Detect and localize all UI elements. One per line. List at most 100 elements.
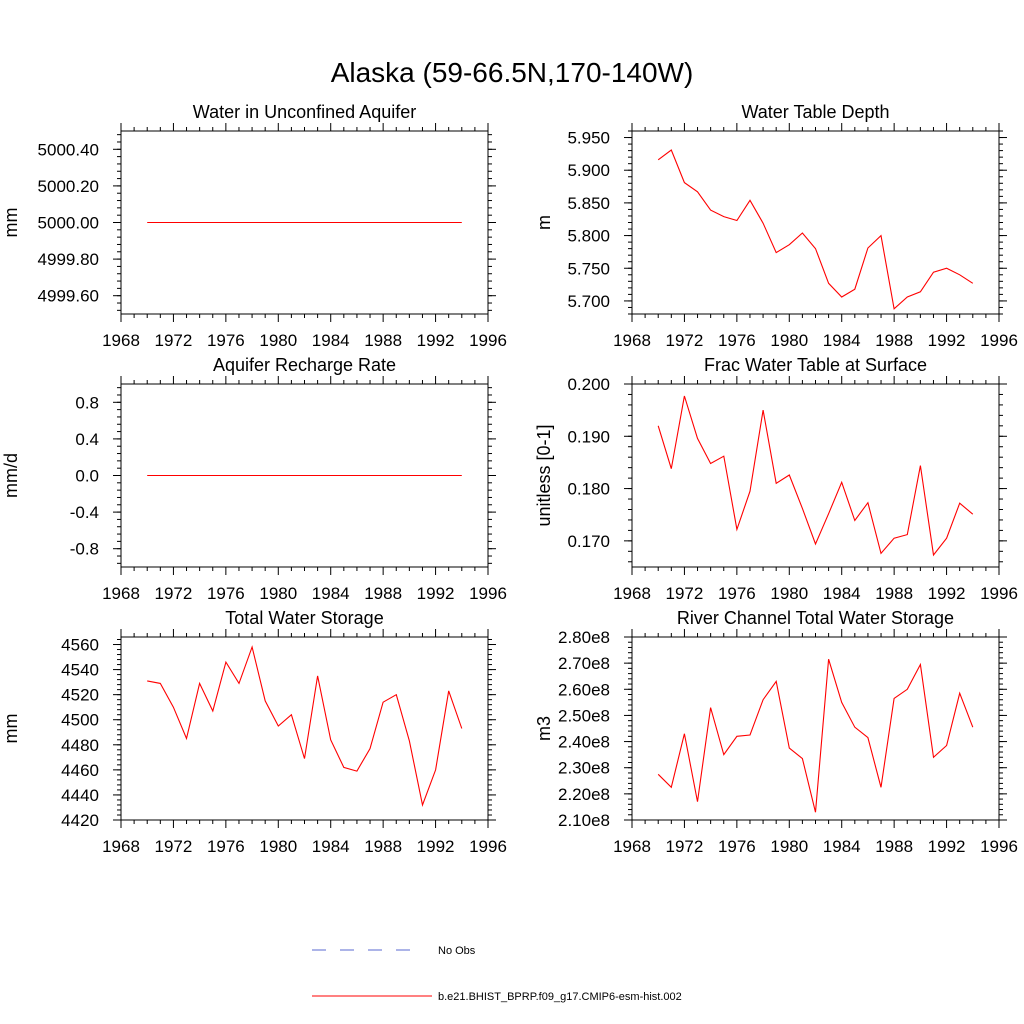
y-tick-label: -0.8 [70,540,99,559]
x-tick-label: 1984 [312,331,350,350]
legend-model-label: b.e21.BHIST_BPRP.f09_g17.CMIP6-esm-hist.… [438,991,682,1003]
y-tick-label: 4540 [61,661,99,680]
x-tick-label: 1972 [155,331,193,350]
x-tick-label: 1988 [364,584,402,603]
x-tick-label: 1976 [207,837,245,856]
y-tick-label: 2.50e8 [558,706,610,725]
x-tick-label: 1996 [980,584,1018,603]
y-tick-label: 4460 [61,761,99,780]
series-line [657,659,974,813]
plot-frame [631,636,1000,821]
y-tick-label: 5000.40 [38,140,99,159]
y-axis-label: mm [1,208,21,238]
x-tick-label: 1984 [823,584,861,603]
plot-frame [631,130,1000,315]
x-tick-label: 1976 [207,331,245,350]
x-tick-label: 1968 [613,331,651,350]
legend-obs-label: No Obs [438,945,476,957]
y-tick-label: 5000.00 [38,214,99,233]
y-tick-label: 4999.60 [38,287,99,306]
chart-title: Frac Water Table at Surface [704,355,927,375]
plot-frame [120,636,489,821]
y-tick-label: 2.80e8 [558,628,610,647]
y-tick-label: 5.950 [567,129,610,148]
chart-title: Aquifer Recharge Rate [213,355,396,375]
chart-panel: Water Table Depth 1968 1972 1976 1980 1984 198… [534,102,1018,350]
chart-panel: Total Water Storage 1968 1972 1976 1980 1984 1… [1,608,507,856]
y-axis-label: mm [1,714,21,744]
y-tick-label: 0.180 [567,480,610,499]
chart-title: Total Water Storage [225,608,383,628]
x-tick-label: 1988 [364,837,402,856]
series-line [657,395,974,557]
y-axis-label: m3 [534,716,554,741]
y-axis-label: unitless [0-1] [534,424,554,526]
x-tick-label: 1968 [102,837,140,856]
y-tick-label: 2.30e8 [558,759,610,778]
x-tick-label: 1972 [666,584,704,603]
y-tick-label: 0.8 [75,393,99,412]
chart-title: Water Table Depth [741,102,889,122]
y-tick-label: 5.700 [567,292,610,311]
y-tick-label: 4520 [61,686,99,705]
x-tick-label: 1976 [718,837,756,856]
x-tick-label: 1984 [312,837,350,856]
y-tick-label: 2.70e8 [558,654,610,673]
x-tick-label: 1992 [928,837,966,856]
x-tick-label: 1976 [718,331,756,350]
chart-title: Water in Unconfined Aquifer [193,102,416,122]
y-tick-label: 5000.20 [38,177,99,196]
y-tick-label: 0.190 [567,427,610,446]
chart-title: River Channel Total Water Storage [677,608,954,628]
x-tick-label: 1984 [312,584,350,603]
x-tick-label: 1984 [823,837,861,856]
y-tick-label: 4440 [61,786,99,805]
x-tick-label: 1968 [613,837,651,856]
y-tick-label: 4999.80 [38,250,99,269]
x-tick-label: 1996 [980,837,1018,856]
y-tick-label: 4500 [61,711,99,730]
x-tick-label: 1988 [364,331,402,350]
x-tick-label: 1992 [928,331,966,350]
y-tick-label: 0.4 [75,430,99,449]
x-tick-label: 1976 [718,584,756,603]
x-tick-label: 1988 [875,837,913,856]
y-tick-label: 0.200 [567,375,610,394]
x-tick-label: 1988 [875,584,913,603]
y-tick-label: 5.750 [567,259,610,278]
chart-panels: Water in Unconfined Aquifer 1968 1972 1976 1… [1,102,1018,856]
y-tick-label: -0.4 [70,503,99,522]
x-tick-label: 1980 [259,331,297,350]
y-tick-label: 5.850 [567,194,610,213]
x-tick-label: 1996 [469,837,507,856]
chart-panel: Frac Water Table at Surface 1968 1972 1976 1… [534,355,1018,603]
y-tick-label: 4420 [61,811,99,830]
y-tick-label: 2.20e8 [558,785,610,804]
x-tick-label: 1996 [469,331,507,350]
legend: No Obs b.e21.BHIST_BPRP.f09_g17.CMIP6-es… [312,945,682,1003]
x-tick-label: 1980 [259,837,297,856]
y-axis-label: mm/d [1,453,21,498]
x-tick-label: 1968 [102,584,140,603]
x-tick-label: 1972 [666,837,704,856]
x-tick-label: 1972 [666,331,704,350]
chart-panel: River Channel Total Water Storage 1968 197… [534,608,1018,856]
x-tick-label: 1996 [469,584,507,603]
y-tick-label: 2.10e8 [558,811,610,830]
x-tick-label: 1976 [207,584,245,603]
x-tick-label: 1992 [417,331,455,350]
y-axis-label: m [534,215,554,230]
x-tick-label: 1996 [980,331,1018,350]
x-tick-label: 1980 [259,584,297,603]
y-tick-label: 5.800 [567,227,610,246]
x-tick-label: 1992 [928,584,966,603]
chart-panel: Aquifer Recharge Rate 1968 1972 1976 1980 198… [1,355,507,603]
x-tick-label: 1988 [875,331,913,350]
x-tick-label: 1980 [770,837,808,856]
x-tick-label: 1972 [155,837,193,856]
page-title: Alaska (59-66.5N,170-140W) [331,57,694,88]
series-line [657,149,974,310]
x-tick-label: 1980 [770,584,808,603]
x-tick-label: 1980 [770,331,808,350]
